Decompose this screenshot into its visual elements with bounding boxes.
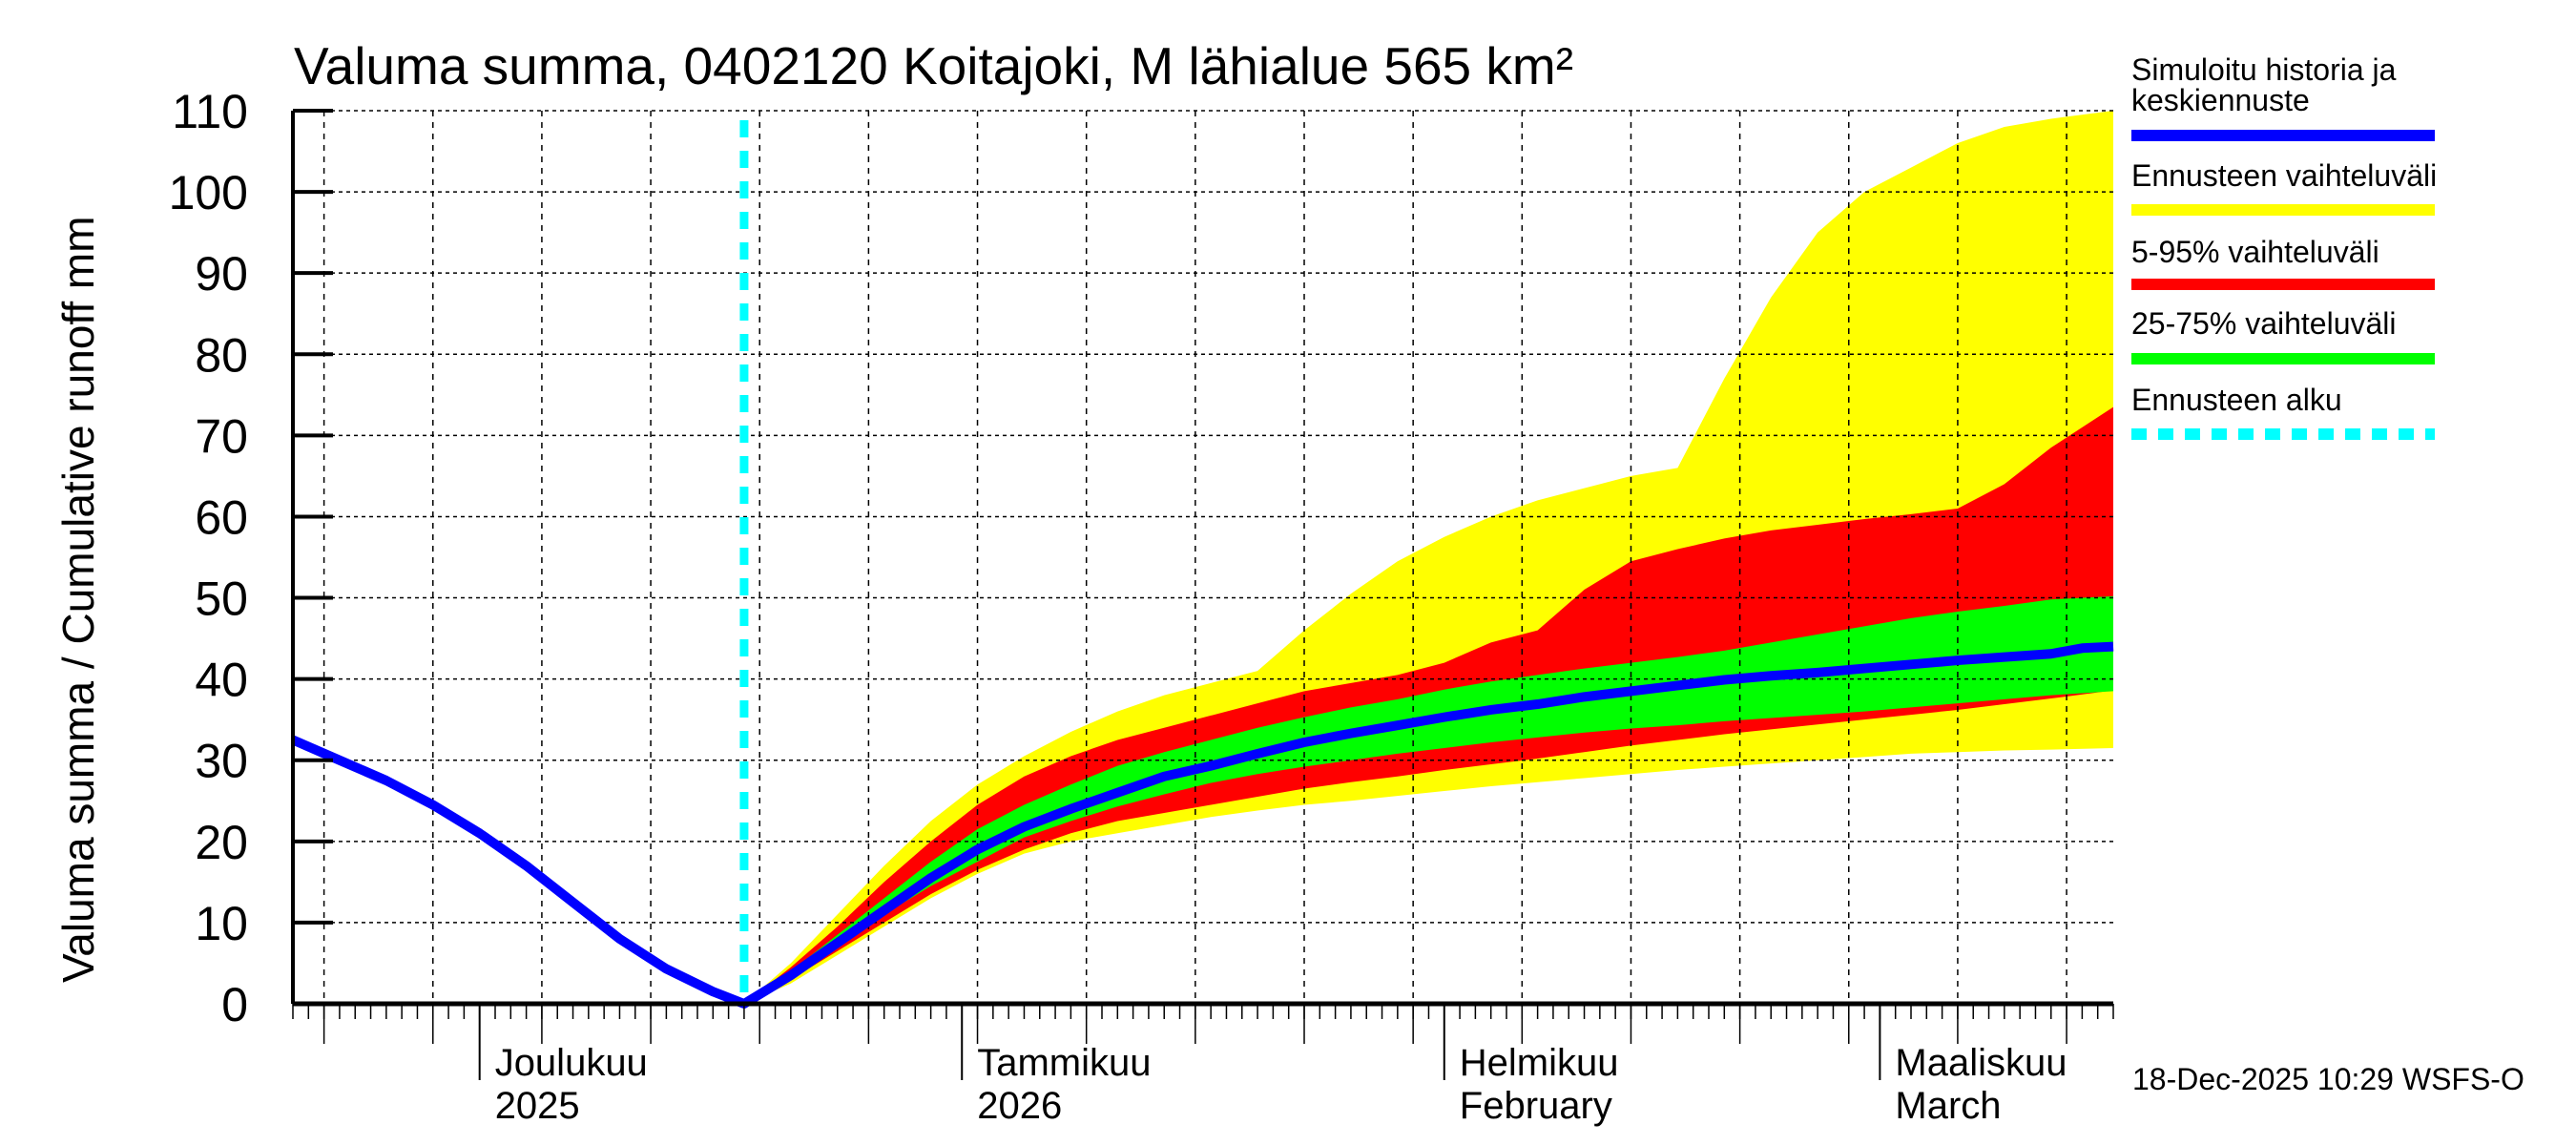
legend-label: Ennusteen alku — [2131, 383, 2342, 417]
x-month-label: Tammikuu — [977, 1042, 1151, 1084]
lines-layer — [291, 120, 2114, 1009]
y-tick-label: 60 — [195, 490, 248, 544]
x-month-label: Joulukuu — [495, 1042, 648, 1084]
legend-item: Ennusteen vaihteluväli — [2131, 158, 2437, 216]
y-tick-label: 40 — [195, 654, 248, 707]
x-month-label: Helmikuu — [1460, 1042, 1619, 1084]
x-month-sublabel: March — [1895, 1085, 2001, 1127]
legend-label: Simuloitu historia ja — [2131, 52, 2397, 87]
y-tick-label: 10 — [195, 897, 248, 950]
legend-label: 5-95% vaihteluväli — [2131, 235, 2379, 269]
legend-item: 5-95% vaihteluväli — [2131, 235, 2435, 290]
footer-timestamp: 18-Dec-2025 10:29 WSFS-O — [2132, 1062, 2524, 1096]
mean-line — [291, 641, 2114, 1009]
x-month-sublabel: 2026 — [977, 1085, 1062, 1127]
y-tick-label: 70 — [195, 409, 248, 463]
y-tick-label: 0 — [221, 978, 248, 1031]
y-tick-label: 100 — [169, 166, 248, 219]
band-25-75 — [743, 595, 2113, 1004]
y-tick-label: 30 — [195, 735, 248, 788]
chart-title: Valuma summa, 0402120 Koitajoki, M lähia… — [294, 36, 1573, 95]
legend-item: 25-75% vaihteluväli — [2131, 306, 2435, 364]
x-month-sublabel: 2025 — [495, 1085, 580, 1127]
y-axis-label: Valuma summa / Cumulative runoff mm — [53, 216, 103, 983]
legend-label: Ennusteen vaihteluväli — [2131, 158, 2437, 193]
y-tick-label: 110 — [172, 85, 248, 138]
y-tick-label: 80 — [195, 328, 248, 382]
y-tick-label: 90 — [195, 247, 248, 301]
x-month-sublabel: February — [1460, 1085, 1612, 1127]
legend-label: 25-75% vaihteluväli — [2131, 306, 2397, 341]
y-tick-label: 20 — [195, 816, 248, 869]
legend-item: Ennusteen alku — [2131, 383, 2435, 440]
x-month-label: Maaliskuu — [1895, 1042, 2067, 1084]
legend-label: keskiennuste — [2131, 83, 2310, 117]
y-tick-label: 50 — [195, 572, 248, 626]
